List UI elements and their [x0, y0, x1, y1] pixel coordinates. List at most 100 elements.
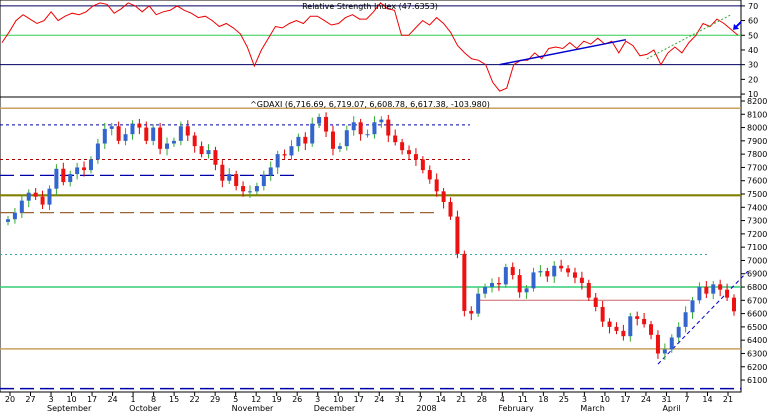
candle-body: [572, 272, 577, 278]
x-tick-label: 25: [559, 395, 569, 404]
price-candle: [683, 306, 688, 333]
candle-body: [407, 150, 412, 155]
x-tick-label: 17: [354, 395, 364, 404]
price-candle: [206, 144, 211, 159]
price-candle: [407, 145, 412, 160]
price-candle: [372, 116, 377, 139]
price-candle: [510, 262, 515, 280]
candle-body: [248, 191, 252, 193]
price-candle: [704, 281, 709, 299]
candle-body: [199, 146, 204, 155]
price-y-axis: 6100 6200 6300 6400 6500 6600 6700 6800 6900 7000…: [741, 97, 767, 385]
candle-body: [455, 216, 460, 254]
candle-body: [220, 164, 225, 181]
candle-body: [427, 170, 432, 180]
candle-body: [593, 297, 598, 307]
rsi-arrow-head: [732, 23, 739, 30]
price-candle: [358, 118, 363, 141]
candle-body: [400, 142, 405, 151]
candle-body: [254, 186, 259, 192]
price-candle: [531, 267, 536, 292]
price-candle: [289, 140, 294, 160]
rsi-y-tick-label: 10: [748, 90, 758, 99]
price-y-tick-label: 6200: [747, 363, 767, 372]
candle-body: [317, 116, 322, 124]
price-candle: [75, 162, 80, 180]
price-candle: [462, 250, 467, 317]
price-candle: [559, 259, 564, 272]
price-candle: [566, 265, 571, 277]
candle-body: [241, 186, 246, 192]
candle-body: [372, 122, 377, 135]
candle-body: [490, 283, 494, 288]
price-y-tick-label: 6800: [747, 283, 767, 292]
price-candle: [662, 343, 667, 360]
x-tick-label: 7: [684, 395, 689, 404]
x-tick-label: 24: [107, 395, 117, 404]
price-candle: [386, 114, 391, 143]
candle-body: [178, 126, 183, 141]
x-tick-label: 26: [292, 395, 302, 404]
candle-body: [19, 200, 24, 213]
candle-body: [559, 265, 564, 269]
price-candle: [192, 132, 197, 153]
x-tick-label: 31: [661, 395, 671, 404]
price-y-tick-label: 7600: [747, 177, 767, 186]
candle-body: [566, 268, 571, 273]
candle-body: [165, 143, 170, 149]
price-candles: [6, 112, 736, 360]
price-candle: [116, 121, 121, 145]
price-y-tick-label: 8000: [747, 124, 767, 133]
price-candle: [282, 149, 287, 159]
candle-body: [434, 179, 439, 192]
price-candle: [393, 129, 398, 146]
candle-body: [116, 126, 121, 141]
candle-body: [635, 316, 640, 319]
price-y-tick-label: 8100: [747, 110, 767, 119]
price-candle: [12, 207, 17, 224]
price-candle: [123, 128, 128, 146]
candle-body: [95, 143, 100, 160]
rsi-panel: Relative Strength Index (47.6353) 10 20 30…: [0, 0, 758, 99]
price-y-tick-label: 6900: [747, 270, 767, 279]
price-candle: [178, 121, 183, 146]
price-candle: [261, 170, 266, 191]
price-candle: [469, 306, 474, 321]
price-candle: [19, 194, 24, 219]
candle-body: [75, 167, 80, 175]
price-y-tick-label: 6100: [747, 376, 767, 385]
candle-body: [275, 154, 280, 168]
candle-body: [379, 119, 384, 123]
x-tick-label: 21: [723, 395, 733, 404]
candle-body: [282, 154, 287, 156]
candle-body: [483, 287, 488, 294]
candle-body: [296, 136, 301, 147]
candle-body: [462, 253, 467, 311]
price-candle: [344, 125, 349, 151]
candle-body: [725, 289, 730, 298]
price-candle: [503, 263, 508, 288]
price-candle: [151, 124, 156, 146]
rsi-y-tick-label: 60: [748, 17, 758, 26]
x-month-label: November: [232, 404, 274, 412]
price-candle: [434, 173, 439, 197]
rsi-y-tick-label: 20: [748, 75, 758, 84]
price-candle: [448, 197, 453, 220]
candle-body: [614, 326, 619, 331]
x-tick-label: 22: [190, 395, 200, 404]
price-candle: [26, 189, 31, 208]
candle-body: [227, 174, 232, 181]
x-tick-label: 31: [395, 395, 405, 404]
rsi-support-trendline: [499, 38, 626, 66]
rsi-title: Relative Strength Index (47.6353): [302, 2, 438, 11]
price-candle: [275, 150, 280, 174]
candle-body: [330, 131, 335, 149]
price-candle: [95, 138, 100, 164]
price-candle: [607, 318, 612, 334]
x-month-label: October: [129, 404, 162, 412]
candle-body: [351, 122, 356, 131]
candle-body: [517, 275, 522, 293]
candle-body: [144, 127, 149, 141]
price-candle: [296, 133, 301, 152]
